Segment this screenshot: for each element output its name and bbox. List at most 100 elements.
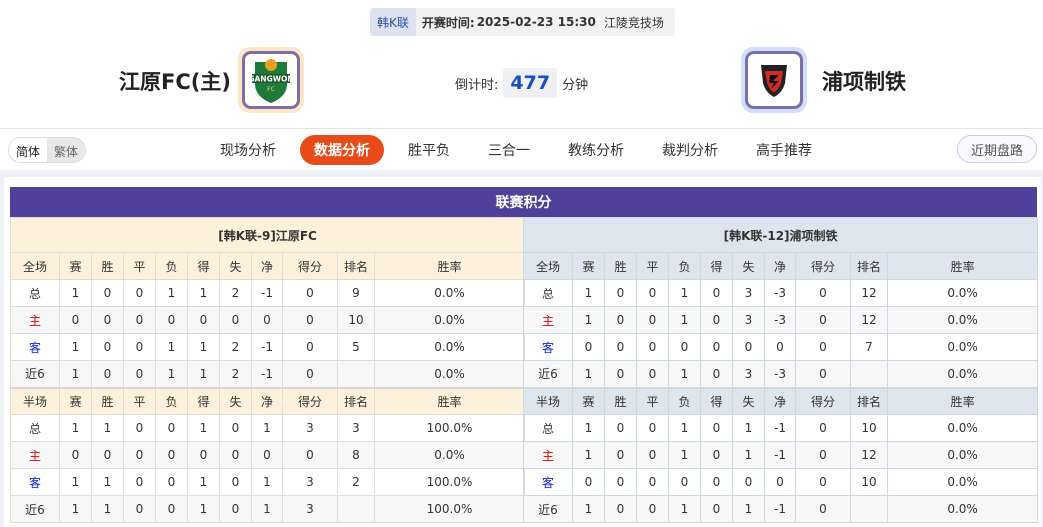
table-cell: 1 [668, 360, 701, 388]
table-cell: 0 [572, 333, 605, 361]
tab-2[interactable]: 胜平负 [408, 143, 450, 159]
traditional-chinese-button[interactable]: 繁体 [47, 138, 86, 162]
table-cell: 0 [91, 360, 124, 388]
table-cell: 0 [91, 279, 124, 307]
row-label: 客 [523, 468, 573, 496]
table-cell: 0 [700, 441, 733, 469]
table-cell: 0 [636, 279, 669, 307]
away-standings: [韩K联-12]浦项制铁 全场赛胜平负得失净得分 排名 胜率总 1 0 0 1 0 3 -3 0 12 0… [522, 217, 1039, 523]
home-team-name[interactable]: 江原FC(主) [119, 70, 231, 94]
table-cell: 7 [850, 333, 888, 361]
column-header: 胜 [604, 386, 637, 415]
table-row: 客 0 0 0 0 0 0 0 0 10 0.0% [523, 468, 1039, 496]
table-cell: 0 [123, 468, 156, 496]
row-label: 客 [10, 333, 60, 361]
table-cell: 3 [282, 468, 338, 496]
tab-1[interactable]: 数据分析 [300, 135, 384, 165]
table-cell: 1 [572, 414, 605, 442]
table-cell: 0 [282, 279, 338, 307]
column-header-row: 半场赛胜平负得失净得分 排名 胜率 [523, 386, 1039, 415]
table-cell: 0.0% [886, 360, 1039, 388]
home-team-logo[interactable]: GANGWON FC [238, 47, 304, 113]
table-cell: -1 [251, 360, 283, 388]
team-standing-title: [韩K联-9]江原FC [9, 217, 526, 253]
away-team-name[interactable]: 浦项制铁 [822, 70, 906, 94]
table-cell: 0 [604, 468, 637, 496]
nav-bar: 简体 繁体 现场分析 数据分析 胜平负 三合一 教练分析 裁判分析 高手推荐 近期盘路 [0, 128, 1043, 170]
column-header: 胜率 [886, 252, 1039, 280]
tab-5[interactable]: 裁判分析 [662, 143, 718, 159]
table-cell: 10 [337, 306, 375, 334]
table-cell: 0.0% [373, 360, 526, 388]
table-cell: 0 [795, 468, 851, 496]
table-row: 总 1 0 0 1 0 1 -1 0 10 0.0% [523, 414, 1039, 442]
table-cell: 1 [572, 306, 605, 334]
column-header: 排名 [337, 252, 375, 280]
simplified-chinese-button[interactable]: 简体 [9, 138, 48, 162]
table-cell: 0 [187, 441, 220, 469]
tab-4[interactable]: 教练分析 [568, 143, 624, 159]
table-cell: 0 [795, 441, 851, 469]
table-cell: 0 [636, 414, 669, 442]
tab-0[interactable]: 现场分析 [220, 143, 276, 159]
table-row: 客 1 0 0 1 1 2 -1 0 5 0.0% [10, 333, 526, 361]
table-cell: 0 [636, 333, 669, 361]
table-row: 近6 1 1 0 0 1 0 1 3 100.0% [10, 495, 526, 523]
table-cell: -1 [764, 495, 796, 523]
table-cell: 0 [732, 468, 765, 496]
league-link[interactable]: 韩K联 [370, 8, 416, 36]
table-cell: 0 [732, 333, 765, 361]
table-cell: 0 [636, 495, 669, 523]
column-header: 胜率 [373, 386, 526, 415]
table-cell: 1 [572, 441, 605, 469]
table-cell: 0 [251, 441, 283, 469]
column-header: 得分 [795, 252, 851, 280]
table-cell: 1 [59, 279, 92, 307]
table-row: 总 1 1 0 0 1 0 1 3 3 100.0% [10, 414, 526, 442]
column-header: 负 [155, 252, 188, 280]
table-cell: 0 [219, 495, 252, 523]
table-cell: 0 [604, 306, 637, 334]
table-cell: 0 [282, 333, 338, 361]
row-label: 总 [10, 279, 60, 307]
table-row: 近6 1 0 0 1 1 2 -1 0 0.0% [10, 360, 526, 388]
table-cell: 0 [219, 414, 252, 442]
tab-3[interactable]: 三合一 [488, 143, 530, 159]
recent-handicap-button[interactable]: 近期盘路 [956, 135, 1037, 163]
table-cell: 1 [251, 468, 283, 496]
section-title: 联赛积分 [10, 187, 1037, 217]
table-cell: 0 [604, 414, 637, 442]
table-cell: -1 [251, 333, 283, 361]
countdown-unit: 分钟 [562, 77, 589, 93]
team-standing-title: [韩K联-12]浦项制铁 [522, 217, 1039, 253]
column-header: 失 [219, 386, 252, 415]
table-cell: 0 [187, 306, 220, 334]
table-cell: 0 [91, 306, 124, 334]
table-cell: 1 [187, 468, 220, 496]
column-header: 排名 [337, 386, 375, 415]
table-cell: 0.0% [886, 495, 1039, 523]
table-cell: 0 [636, 306, 669, 334]
column-header: 胜率 [886, 386, 1039, 415]
table-row: 近6 1 0 0 1 0 3 -3 0 0.0% [523, 360, 1039, 388]
table-cell: -3 [764, 306, 796, 334]
table-cell: -1 [251, 279, 283, 307]
table-cell: 1 [572, 360, 605, 388]
table-cell: 0 [155, 495, 188, 523]
table-cell: 8 [337, 441, 375, 469]
table-cell: 0.0% [886, 333, 1039, 361]
table-cell: 1 [668, 441, 701, 469]
table-cell: 0 [795, 306, 851, 334]
table-row: 总 1 0 0 1 0 3 -3 0 12 0.0% [523, 279, 1039, 307]
table-cell: 0 [91, 333, 124, 361]
column-header: 净 [764, 386, 796, 415]
tab-6[interactable]: 高手推荐 [756, 143, 812, 159]
table-cell: 0 [123, 360, 156, 388]
away-team-logo[interactable] [741, 47, 807, 113]
column-header: 平 [636, 386, 669, 415]
table-cell: 0.0% [373, 279, 526, 307]
table-cell: 2 [337, 468, 375, 496]
table-cell: 0 [91, 441, 124, 469]
table-cell: 0 [604, 360, 637, 388]
table-cell: 9 [337, 279, 375, 307]
